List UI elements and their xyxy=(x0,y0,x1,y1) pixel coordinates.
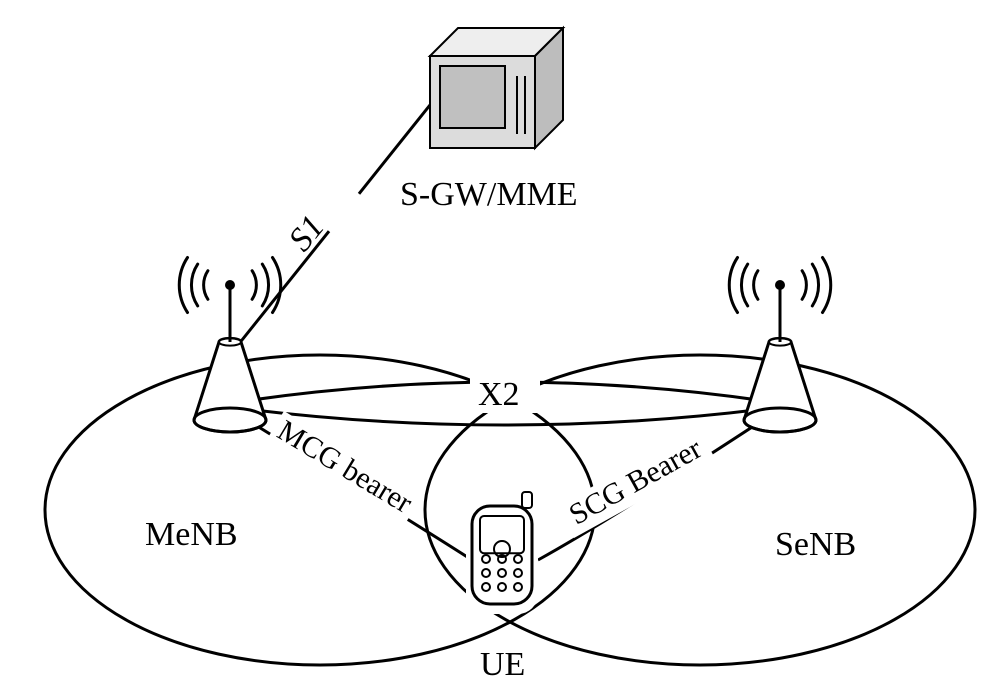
mcg-bearer-label-group: MCG bearer xyxy=(265,411,422,525)
x2-label: X2 xyxy=(478,376,520,413)
server-icon xyxy=(430,28,563,148)
scg-bearer-label: SCG Bearer xyxy=(564,432,708,532)
mcg-bearer-label: MCG bearer xyxy=(272,414,418,520)
scg-bearer-label-group: SCG Bearer xyxy=(557,428,716,538)
menb-label: MeNB xyxy=(145,516,238,553)
ue-icon xyxy=(466,492,538,614)
senb-label: SeNB xyxy=(775,526,856,563)
menb-icon xyxy=(179,258,280,433)
ue-label: UE xyxy=(480,646,525,683)
server-label: S-GW/MME xyxy=(400,176,578,213)
senb-icon xyxy=(729,258,830,433)
s1-label: S1 xyxy=(282,209,332,259)
